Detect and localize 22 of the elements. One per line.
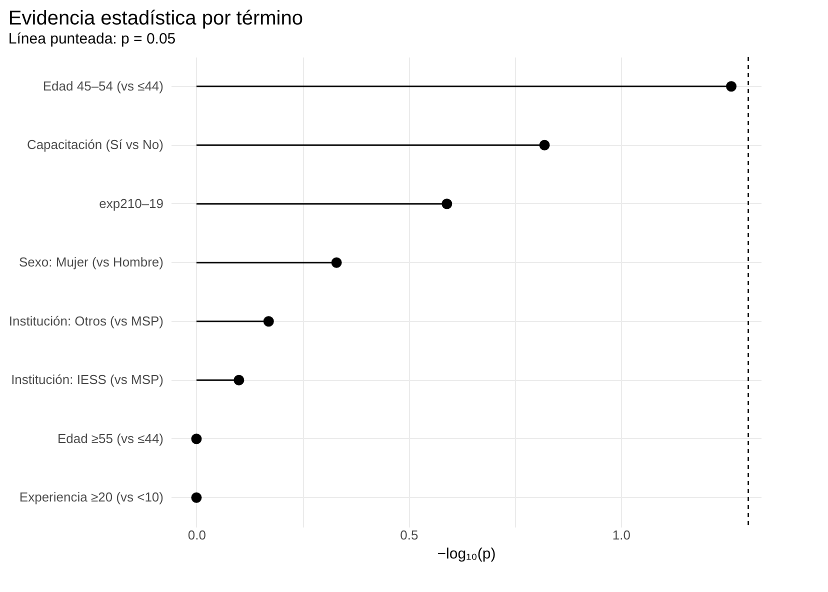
- point: [191, 434, 202, 444]
- chart-subtitle: Línea punteada: p = 0.05: [8, 30, 176, 48]
- y-tick-label: Institución: IESS (vs MSP): [11, 372, 164, 388]
- y-tick-label: exp210–19: [99, 196, 164, 211]
- point: [442, 198, 452, 210]
- point: [539, 140, 550, 150]
- x-axis-title: −log₁₀(p): [437, 546, 496, 562]
- point: [191, 492, 202, 503]
- point: [331, 257, 342, 268]
- point: [263, 316, 274, 327]
- y-tick-label: Edad 45–54 (vs ≤44): [42, 78, 164, 94]
- x-tick-label: 0.5: [400, 528, 418, 542]
- y-tick-label: Edad ≥55 (vs ≤44): [57, 430, 164, 446]
- chart-title: Evidencia estadística por término: [8, 7, 304, 30]
- point: [234, 374, 244, 386]
- y-tick-label: Sexo: Mujer (vs Hombre): [19, 254, 164, 270]
- x-tick-label: 1.0: [612, 528, 630, 542]
- x-tick-label: 0.0: [188, 528, 206, 542]
- point: [726, 81, 737, 92]
- y-tick-label: Capacitación (Sí vs No): [26, 137, 164, 152]
- y-tick-label: Experiencia ≥20 (vs <10): [19, 490, 164, 505]
- y-tick-label: Institución: Otros (vs MSP): [8, 313, 164, 328]
